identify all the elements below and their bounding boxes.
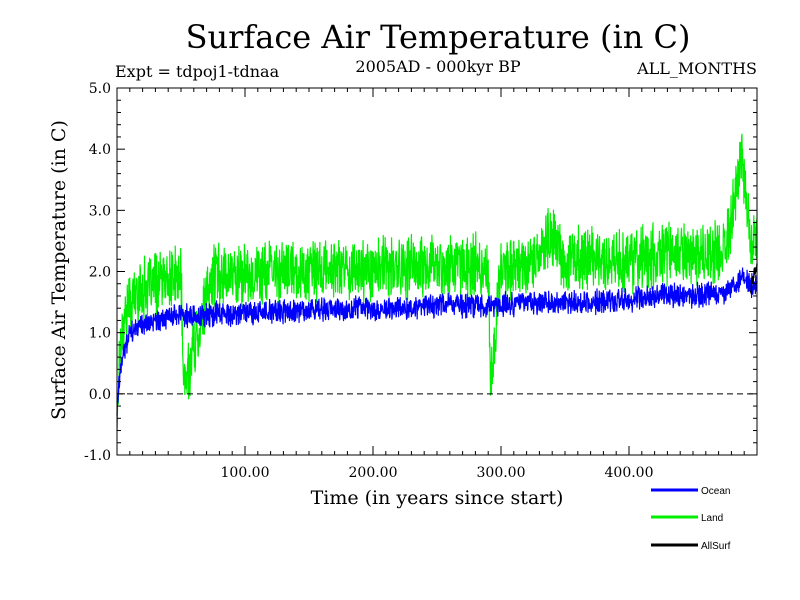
y-tick-label: 2.0 [89, 265, 111, 281]
axis-layer: -1.0 0.0 1.0 2.0 3.0 4.0 5.0 100.00 200.00 300.00… [84, 81, 757, 481]
months-label: ALL_MONTHS [636, 59, 757, 78]
series-line-land [116, 133, 758, 432]
chart-subtitle: 2005AD - 000kyr BP [355, 57, 520, 76]
y-tick-label: -1.0 [84, 448, 111, 464]
legend-label-ocean: Ocean [701, 486, 730, 497]
legend-label-allsurf: AllSurf [701, 541, 731, 552]
x-tick-label: 300.00 [477, 465, 526, 481]
legend-label-land: Land [701, 513, 723, 524]
y-tick-label: 1.0 [89, 326, 111, 342]
series-layer [116, 133, 758, 432]
x-tick-label: 100.00 [221, 465, 270, 481]
series-line-ocean [116, 267, 758, 416]
x-axis-label: Time (in years since start) [311, 487, 564, 509]
y-tick-label: 4.0 [89, 142, 111, 158]
y-tick-label: 3.0 [89, 203, 111, 219]
chart-title: Surface Air Temperature (in C) [186, 18, 691, 56]
y-axis-label: Surface Air Temperature (in C) [48, 120, 70, 420]
x-tick-label: 400.00 [605, 465, 654, 481]
x-tick-label: 200.00 [349, 465, 398, 481]
y-tick-label: 0.0 [89, 387, 111, 403]
y-tick-label: 5.0 [89, 81, 111, 97]
legend: Ocean Land AllSurf [651, 486, 731, 552]
experiment-label: Expt = tdpoj1-tdnaa [115, 62, 280, 81]
series-line-allsurf [749, 263, 758, 295]
